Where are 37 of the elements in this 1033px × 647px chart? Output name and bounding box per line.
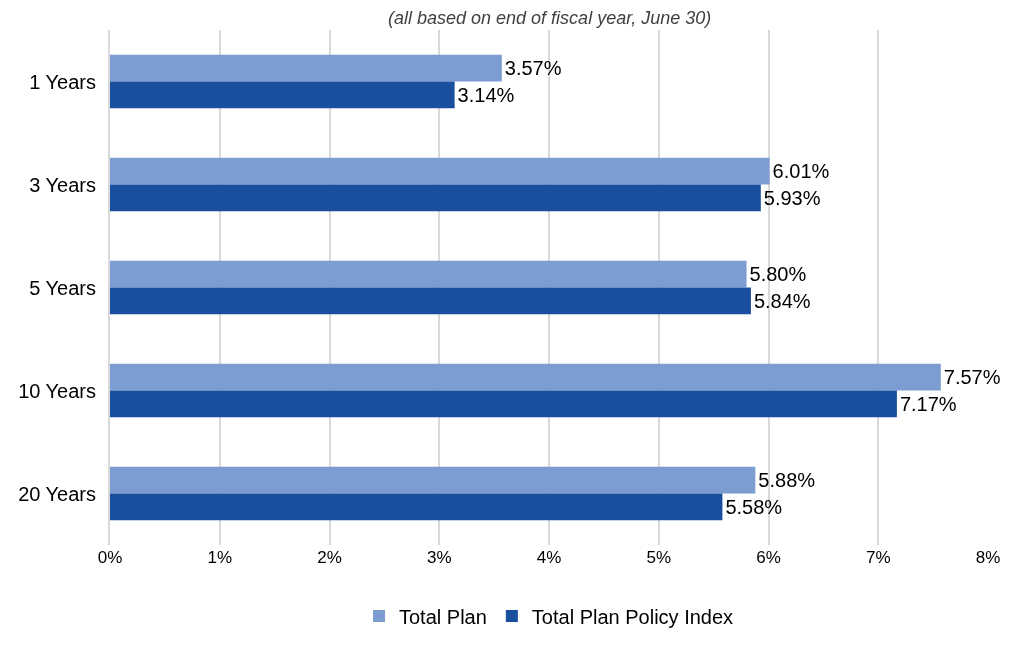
- bar: [110, 157, 770, 185]
- data-label: 5.58%: [725, 495, 783, 518]
- data-label: 7.17%: [899, 392, 957, 415]
- data-label: 3.57%: [504, 57, 562, 80]
- data-label: 5.93%: [763, 186, 821, 209]
- bar: [110, 184, 761, 212]
- bar: [110, 81, 455, 109]
- chart-subtitle: (all based on end of fiscal year, June 30): [388, 8, 712, 28]
- x-tick-label: 7%: [865, 548, 891, 567]
- x-tick-label: 0%: [97, 548, 123, 567]
- bar: [110, 466, 756, 494]
- y-tick-label: 3 Years: [29, 173, 96, 196]
- bar: [110, 363, 941, 391]
- bar: [110, 54, 502, 82]
- legend-label: Total Plan Policy Index: [531, 605, 734, 628]
- x-tick-label: 3%: [426, 548, 452, 567]
- data-label: 5.84%: [753, 289, 811, 312]
- bar: [110, 260, 747, 288]
- bar: [110, 390, 897, 418]
- x-tick-label: 6%: [756, 548, 781, 567]
- y-tick-label: 10 Years: [18, 379, 96, 402]
- x-tick-label: 2%: [317, 548, 342, 567]
- y-tick-label: 20 Years: [18, 482, 96, 505]
- data-label: 7.57%: [943, 366, 1001, 389]
- x-tick-label: 4%: [536, 548, 562, 567]
- y-tick-label: 1 Years: [29, 70, 96, 93]
- x-tick-label: 5%: [646, 548, 672, 567]
- bar: [110, 493, 723, 521]
- legend-label: Total Plan: [399, 605, 487, 628]
- x-tick-label: 8%: [975, 548, 1001, 567]
- data-label: 3.14%: [457, 83, 515, 106]
- data-label: 5.80%: [749, 263, 807, 286]
- data-label: 6.01%: [772, 160, 830, 183]
- data-label: 5.88%: [758, 469, 816, 492]
- x-tick-label: 1%: [207, 548, 233, 567]
- bar: [110, 287, 751, 315]
- y-tick-label: 5 Years: [29, 276, 96, 299]
